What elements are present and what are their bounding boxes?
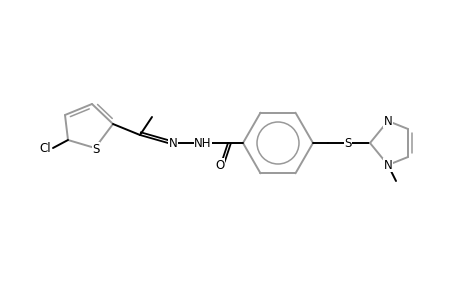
Text: N: N xyxy=(383,115,392,128)
Text: O: O xyxy=(215,158,224,172)
Text: Cl: Cl xyxy=(39,142,50,154)
Text: N: N xyxy=(383,158,392,172)
Text: N: N xyxy=(168,136,177,149)
Text: S: S xyxy=(92,142,100,155)
Text: S: S xyxy=(344,136,351,149)
Text: NH: NH xyxy=(194,136,211,149)
